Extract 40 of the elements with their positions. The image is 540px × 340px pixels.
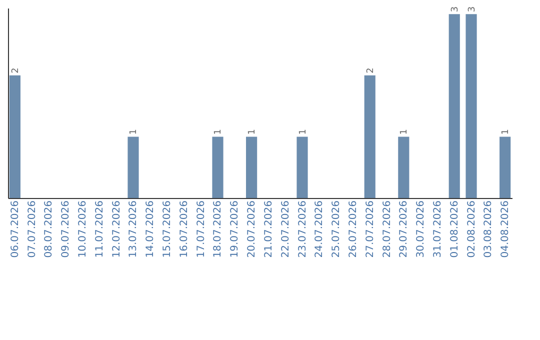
- x-tick-label: 14.07.2026: [145, 200, 156, 258]
- x-tick-label: 25.07.2026: [331, 200, 342, 258]
- data-label: 1: [501, 128, 512, 135]
- x-tick-label: 30.07.2026: [416, 200, 427, 258]
- x-tick-label: 11.07.2026: [94, 200, 106, 258]
- x-tick-label: 22.07.2026: [280, 200, 292, 258]
- x-tick-label: 07.07.2026: [26, 200, 38, 258]
- data-label: 3: [450, 6, 460, 12]
- x-tick-label: 17.07.2026: [196, 200, 207, 258]
- x-tick-label: 09.07.2026: [60, 200, 72, 258]
- data-label: 1: [248, 128, 258, 135]
- x-tick-label: 02.08.2026: [466, 200, 478, 258]
- x-tick-label: 04.08.2026: [500, 200, 512, 258]
- data-label: 1: [129, 128, 140, 135]
- data-label: 2: [10, 68, 21, 74]
- x-tick-label: 12.07.2026: [111, 200, 122, 258]
- x-tick-label: 28.07.2026: [382, 200, 393, 258]
- x-tick-label: 24.07.2026: [314, 200, 326, 258]
- data-label: 2: [366, 68, 376, 74]
- x-tick-label: 19.07.2026: [230, 200, 241, 258]
- x-tick-label: 20.07.2026: [246, 200, 258, 258]
- data-label: 1: [298, 128, 308, 135]
- x-tick-label: 06.07.2026: [10, 200, 21, 258]
- x-tick-label: 16.07.2026: [178, 200, 190, 258]
- x-tick-label: 27.07.2026: [364, 200, 376, 258]
- x-tick-label: 15.07.2026: [162, 200, 174, 258]
- x-tick-label: 31.07.2026: [432, 200, 444, 258]
- x-tick-label: 21.07.2026: [263, 200, 274, 258]
- x-tick-label: 29.07.2026: [398, 200, 410, 258]
- x-tick-label: 03.08.2026: [483, 200, 494, 258]
- x-tick-label: 01.08.2026: [449, 200, 460, 258]
- x-tick-label: 10.07.2026: [78, 200, 89, 258]
- x-tick-label: 08.07.2026: [44, 200, 55, 258]
- data-label: 3: [467, 6, 478, 12]
- x-tick-label: 23.07.2026: [297, 200, 308, 258]
- x-tick-label: 13.07.2026: [128, 200, 140, 258]
- data-label: 1: [214, 128, 224, 135]
- x-tick-label: 18.07.2026: [212, 200, 224, 258]
- x-tick-label: 26.07.2026: [348, 200, 359, 258]
- data-label: 1: [400, 128, 410, 135]
